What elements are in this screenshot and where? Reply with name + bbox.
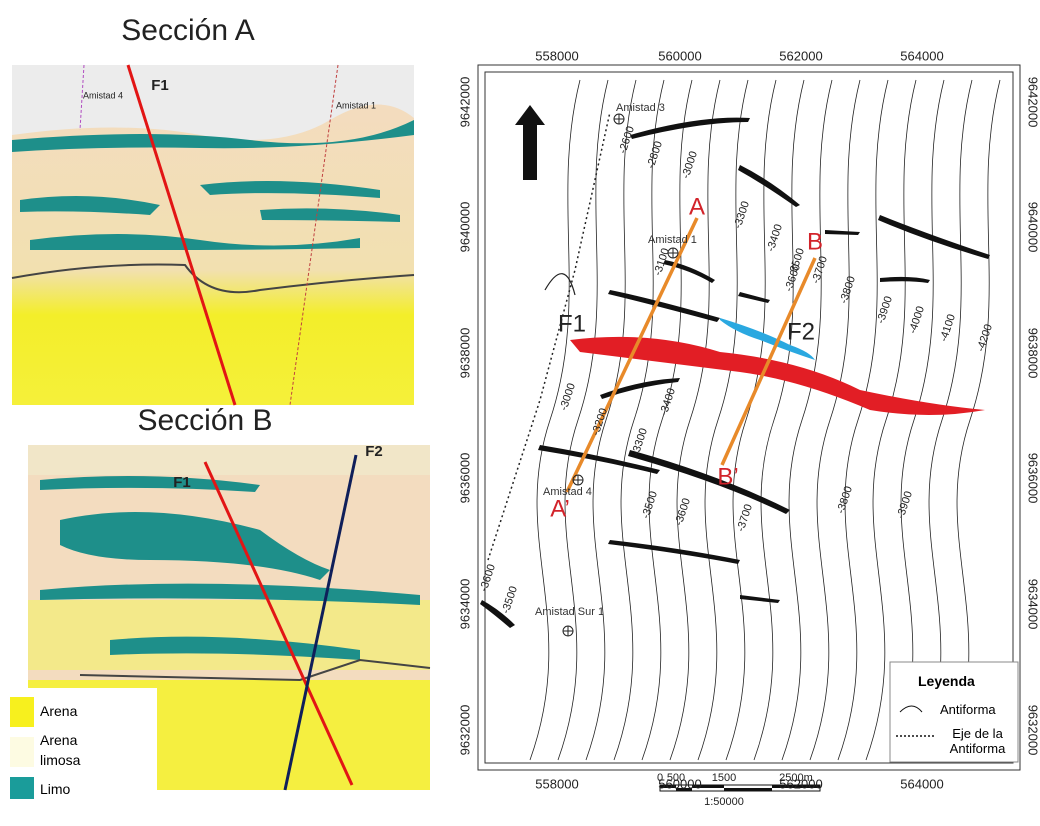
scale-ratio: 1:50000 [704,796,744,808]
y-tick-label: 9640000 [457,202,472,253]
section-end-label: A’ [550,495,570,522]
scale-label: 500 [667,772,685,784]
y-tick-label: 9642000 [1026,77,1040,128]
fault-label: F1 [558,310,586,337]
section-title: Sección A [121,14,254,47]
fault-label: F2 [787,318,815,345]
x-tick-label: 558000 [535,48,578,63]
figure: Sección A F1 Amistad 4 Amistad 1 Sección B F1… [0,0,1040,826]
page: Sección A F1 Amistad 4 Amistad 1 Sección B F1… [0,0,1040,826]
map-legend-item: Antiforma [940,702,996,717]
x-tick-label: 560000 [658,48,701,63]
well-label: Amistad 1 [648,234,697,246]
x-tick-label: 562000 [779,48,822,63]
x-tick-label: 558000 [535,776,578,791]
y-tick-label: 9642000 [457,77,472,128]
x-tick-label: 564000 [900,776,943,791]
section-end-label: B [807,228,823,255]
section-band [28,600,430,670]
y-tick-label: 9636000 [1026,453,1040,504]
section-title: Sección B [137,404,272,437]
x-tick-label: 564000 [900,48,943,63]
y-tick-label: 9638000 [1026,328,1040,379]
well-label: Amistad 1 [336,100,376,110]
section-body [12,104,414,405]
fault-label: F1 [173,474,191,491]
scale-label: 0 [657,772,663,784]
swatch-arena-limosa [10,737,34,767]
fault-label: F1 [151,77,169,94]
legend-label: Limo [40,781,70,797]
well-label: Amistad 4 [83,90,123,100]
well-label: Amistad Sur 1 [535,606,604,618]
well-label: Amistad 3 [616,102,665,114]
y-tick-label: 9636000 [457,453,472,504]
scale-label: 1500 [712,772,736,784]
y-tick-label: 9632000 [1026,705,1040,756]
map-legend-title: Leyenda [918,673,975,689]
fault-label: F2 [365,443,383,460]
swatch-arena [10,697,34,727]
section-end-label: B’ [717,463,738,490]
y-tick-label: 9640000 [1026,202,1040,253]
legend-label: Arena limosa [40,730,100,770]
map-legend-item: Eje de la Antiforma [940,726,1015,756]
y-tick-label: 9634000 [457,579,472,630]
legend-label: Arena [40,703,77,719]
y-tick-label: 9634000 [1026,579,1040,630]
section-end-label: A [689,193,705,220]
y-tick-label: 9632000 [457,705,472,756]
scale-label: 2500m [779,772,813,784]
swatch-limo [10,777,34,799]
y-tick-label: 9638000 [457,328,472,379]
section-a [12,65,414,405]
